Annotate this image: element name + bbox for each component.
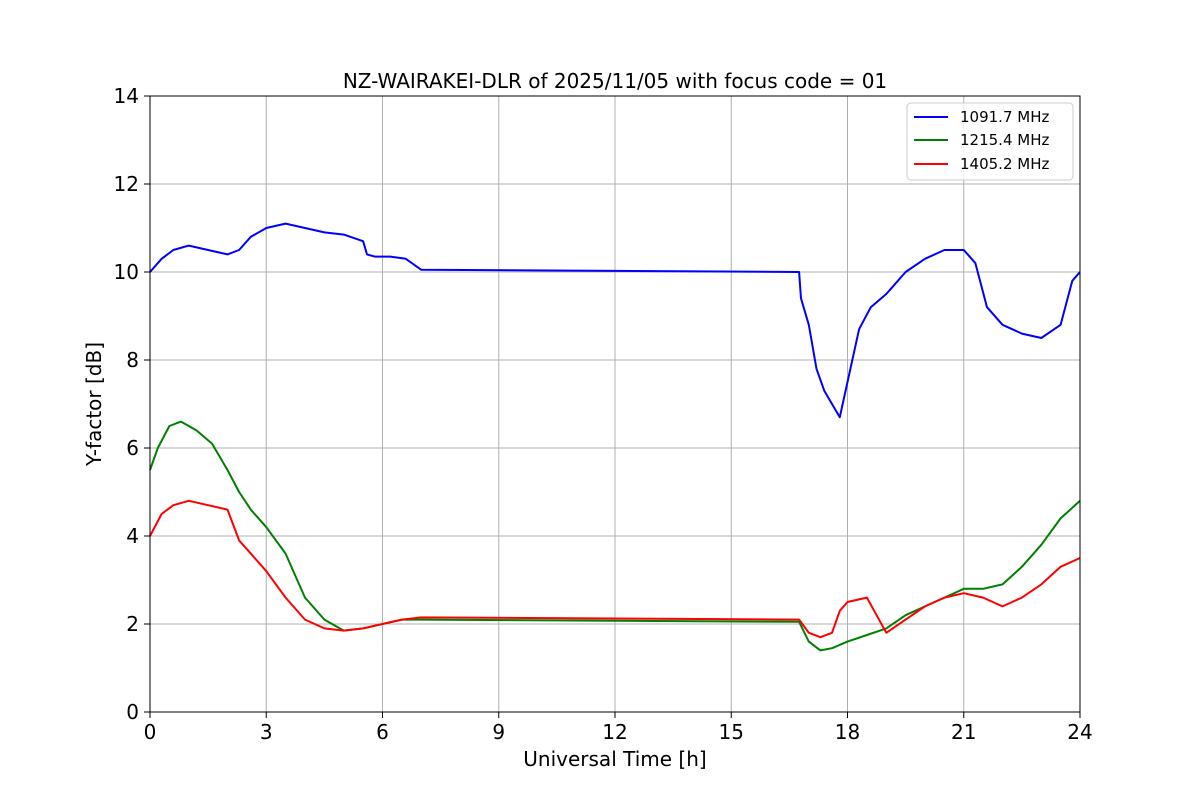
legend-label-1215: 1215.4 MHz (960, 131, 1049, 149)
series-layer (149, 222, 1081, 652)
legend: 1091.7 MHz 1215.4 MHz 1405.2 MHz (906, 102, 1074, 181)
x-tick-label-9: 9 (492, 720, 505, 744)
y-tick-label-0: 0 (126, 700, 139, 724)
x-tick-label-0: 0 (144, 720, 157, 744)
y-tick-label-8: 8 (126, 348, 139, 372)
legend-box (906, 102, 1074, 181)
legend-label-1405: 1405.2 MHz (960, 155, 1049, 173)
y-axis-label: Y-factor [dB] (82, 342, 106, 467)
series-line-1405-2 (149, 499, 1081, 639)
x-tick-label-6: 6 (376, 720, 389, 744)
legend-label-1091: 1091.7 MHz (960, 108, 1049, 126)
y-tick-label-6: 6 (126, 436, 139, 460)
series-line-1091-7 (149, 222, 1081, 419)
y-tick-label-12: 12 (114, 172, 139, 196)
y-tick-label-2: 2 (126, 612, 139, 636)
chart-title: NZ-WAIRAKEI-DLR of 2025/11/05 with focus… (343, 69, 887, 93)
x-tick-label-18: 18 (835, 720, 860, 744)
x-tick-label-12: 12 (602, 720, 627, 744)
x-tick-label-21: 21 (951, 720, 976, 744)
x-tick-label-24: 24 (1067, 720, 1092, 744)
x-tick-label-15: 15 (719, 720, 744, 744)
y-tick-label-10: 10 (114, 260, 139, 284)
series-line-1215-4 (149, 420, 1081, 652)
y-tick-label-14: 14 (114, 84, 139, 108)
x-axis-label: Universal Time [h] (523, 747, 706, 771)
x-tick-label-3: 3 (260, 720, 273, 744)
y-tick-label-4: 4 (126, 524, 139, 548)
